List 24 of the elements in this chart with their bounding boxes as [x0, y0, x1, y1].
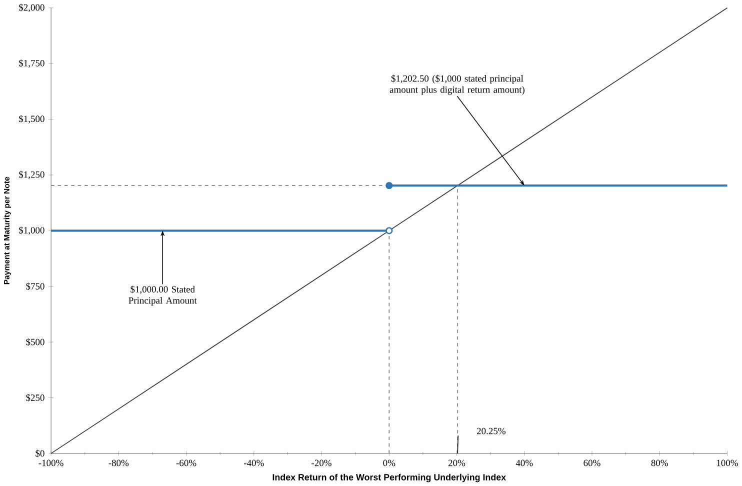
x-tick-label: 0%: [383, 460, 396, 466]
y-tick-label: $250: [26, 394, 44, 402]
y-tick-label: $1,500: [19, 115, 44, 124]
y-tick-label: $1,000: [19, 226, 44, 235]
x-tick-label: -100%: [38, 460, 64, 466]
y-tick-label: $1,750: [19, 59, 44, 68]
x-tick-label: -80%: [108, 460, 129, 466]
x-axis-title: Index Return of the Worst Performing Underlying Index: [272, 474, 506, 482]
x-tick-label: 40%: [516, 460, 533, 466]
x-tick-label: 80%: [651, 460, 668, 466]
x-tick-label: 60%: [584, 460, 600, 466]
annotation: $1,000.00 Stated Principal Amount: [128, 286, 197, 306]
y-tick-label: $1,250: [19, 170, 44, 180]
x-tick-label: -60%: [176, 460, 196, 466]
x-tick-label: -20%: [312, 460, 332, 466]
x-tick-label: 100%: [717, 460, 738, 466]
x-tick-label: 20%: [448, 460, 466, 466]
y-tick-label: $500: [26, 338, 44, 346]
annotation: $1,202.50 ($1,000 stated principal amount plus digital return amount): [390, 74, 524, 95]
y-tick-label: $2,000: [19, 4, 44, 12]
y-tick-label: $750: [26, 282, 44, 290]
annotation: 20.25%: [476, 428, 506, 434]
y-tick-label: $0: [36, 450, 44, 458]
x-tick-label: -40%: [244, 460, 264, 466]
